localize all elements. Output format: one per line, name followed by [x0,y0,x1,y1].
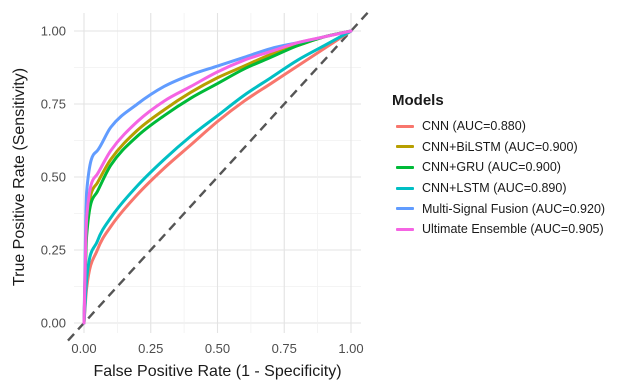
legend-item: CNN (AUC=0.880) [392,116,605,137]
legend-key [396,124,414,128]
series-line [82,29,353,325]
legend-key [396,207,414,211]
legend-item: CNN+BiLSTM (AUC=0.900) [392,137,605,158]
legend-label: CNN+GRU (AUC=0.900) [422,160,561,175]
legend-key [396,145,414,149]
legend-item: Ultimate Ensemble (AUC=0.905) [392,219,605,240]
legend-label: CNN+BiLSTM (AUC=0.900) [422,139,578,154]
legend-title: Models [392,92,444,109]
x-tick-label: 0.50 [205,341,230,356]
tick-labels: 0.00 0.25 0.50 0.75 1.00 0.00 0.25 0.50 0.75 1.00 [41,24,364,357]
legend-items: CNN (AUC=0.880) CNN+BiLSTM (AUC=0.900) CNN… [392,116,605,240]
y-tick-label: 0.00 [41,316,66,331]
x-tick-label: 0.25 [138,341,163,356]
x-tick-label: 0.75 [272,341,297,356]
legend-item: Multi-Signal Fusion (AUC=0.920) [392,198,605,219]
x-tick-label: 0.00 [71,341,96,356]
y-tick-label: 0.50 [41,170,66,185]
y-tick-label: 0.25 [41,243,66,258]
x-tick-label: 1.00 [338,341,363,356]
legend-key [396,186,414,190]
y-tick-label: 0.75 [41,97,66,112]
series-lines [82,29,353,325]
legend: Models CNN (AUC=0.880) CNN+BiLSTM (AUC=0.… [392,92,605,240]
legend-label: CNN+LSTM (AUC=0.890) [422,181,567,196]
legend-key [396,165,414,169]
grid [74,13,361,333]
y-axis-label: True Positive Rate (Sensitivity) [11,68,28,286]
series-line [82,29,353,325]
x-axis-label: False Positive Rate (1 - Specificity) [93,363,341,380]
series-line [82,29,353,325]
legend-label: Multi-Signal Fusion (AUC=0.920) [422,201,606,216]
series-line [82,29,353,325]
legend-label: Ultimate Ensemble (AUC=0.905) [422,222,604,237]
legend-key [396,227,414,231]
legend-item: CNN+LSTM (AUC=0.890) [392,178,605,199]
legend-label: CNN (AUC=0.880) [422,119,526,134]
y-tick-label: 1.00 [41,24,66,39]
legend-item: CNN+GRU (AUC=0.900) [392,157,605,178]
